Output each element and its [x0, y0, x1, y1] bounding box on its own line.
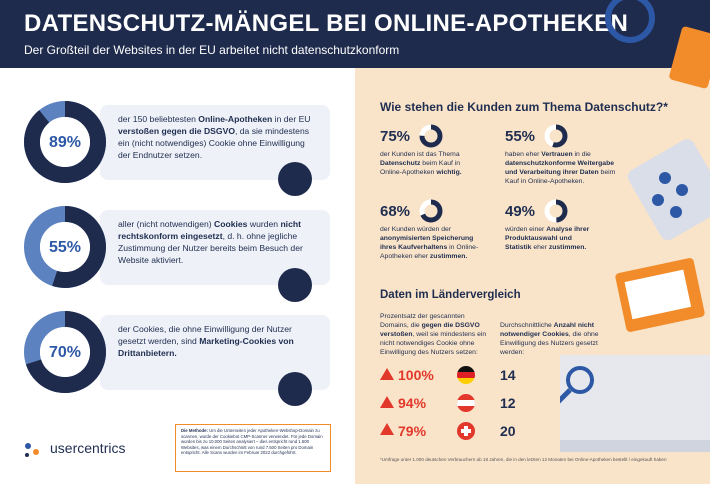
stat-text: haben eher Vertrauen in die datenschutzk… — [505, 151, 616, 185]
donut-arc — [419, 124, 443, 148]
stat-value: 89% — [49, 134, 81, 151]
donut-arc — [419, 199, 443, 223]
donut-arc — [24, 206, 106, 288]
header — [0, 0, 710, 68]
donut-arc — [544, 199, 568, 223]
title: DATENSCHUTZ-MÄNGEL BEI ONLINE-APOTHEKEN — [24, 10, 629, 37]
stat-text: würden einer Analyse ihrer Produktauswah… — [505, 226, 590, 251]
compare-desc: Prozentsatz der gescannten Domains, die … — [380, 313, 487, 356]
donut-group: 89% 55% 70% — [24, 101, 106, 393]
stat-value: 55% — [505, 128, 536, 145]
icon — [278, 268, 312, 302]
donut-arc — [24, 101, 106, 183]
icon — [278, 162, 312, 196]
logo-mark — [25, 443, 39, 457]
stat-text: der Kunden ist das Thema Datenschutz bei… — [380, 151, 462, 176]
donut-arc — [544, 124, 568, 148]
percent: 94% — [398, 395, 427, 411]
footnote: *Umfrage unter 1.000 deutschen Verbrauch… — [380, 457, 667, 462]
stat-value: 55% — [49, 239, 81, 256]
method-note: Die Methode: Um die Unterseiten jeder Ap… — [175, 424, 331, 472]
stat-value: 49% — [505, 203, 536, 220]
decoration — [560, 0, 710, 452]
donut-group — [419, 124, 568, 223]
warning-icon — [380, 368, 394, 435]
percent: 100% — [398, 367, 434, 383]
compare-desc: Durchschnittliche Anzahl nicht notwendig… — [500, 322, 599, 356]
cookie-count: 14 — [500, 367, 516, 383]
cookie-count: 12 — [500, 395, 516, 411]
donut-center — [40, 222, 90, 272]
icon — [278, 372, 312, 406]
flags — [380, 366, 475, 440]
section-title: Wie stehen die Kunden zum Thema Datensch… — [380, 100, 668, 114]
percent: 79% — [398, 423, 427, 439]
donut-center — [40, 117, 90, 167]
cookie-count: 20 — [500, 423, 516, 439]
stat-value: 70% — [49, 344, 81, 361]
stat-text: der Kunden würden der anonymisierten Spe… — [380, 226, 479, 260]
logo: usercentrics — [50, 440, 126, 456]
stat-value: 68% — [380, 203, 411, 220]
subtitle: Der Großteil der Websites in der EU arbe… — [24, 43, 400, 57]
donut-center — [40, 327, 90, 377]
donut-arc — [24, 311, 106, 393]
stat-value: 75% — [380, 128, 411, 145]
section-title: Daten im Ländervergleich — [380, 289, 521, 301]
